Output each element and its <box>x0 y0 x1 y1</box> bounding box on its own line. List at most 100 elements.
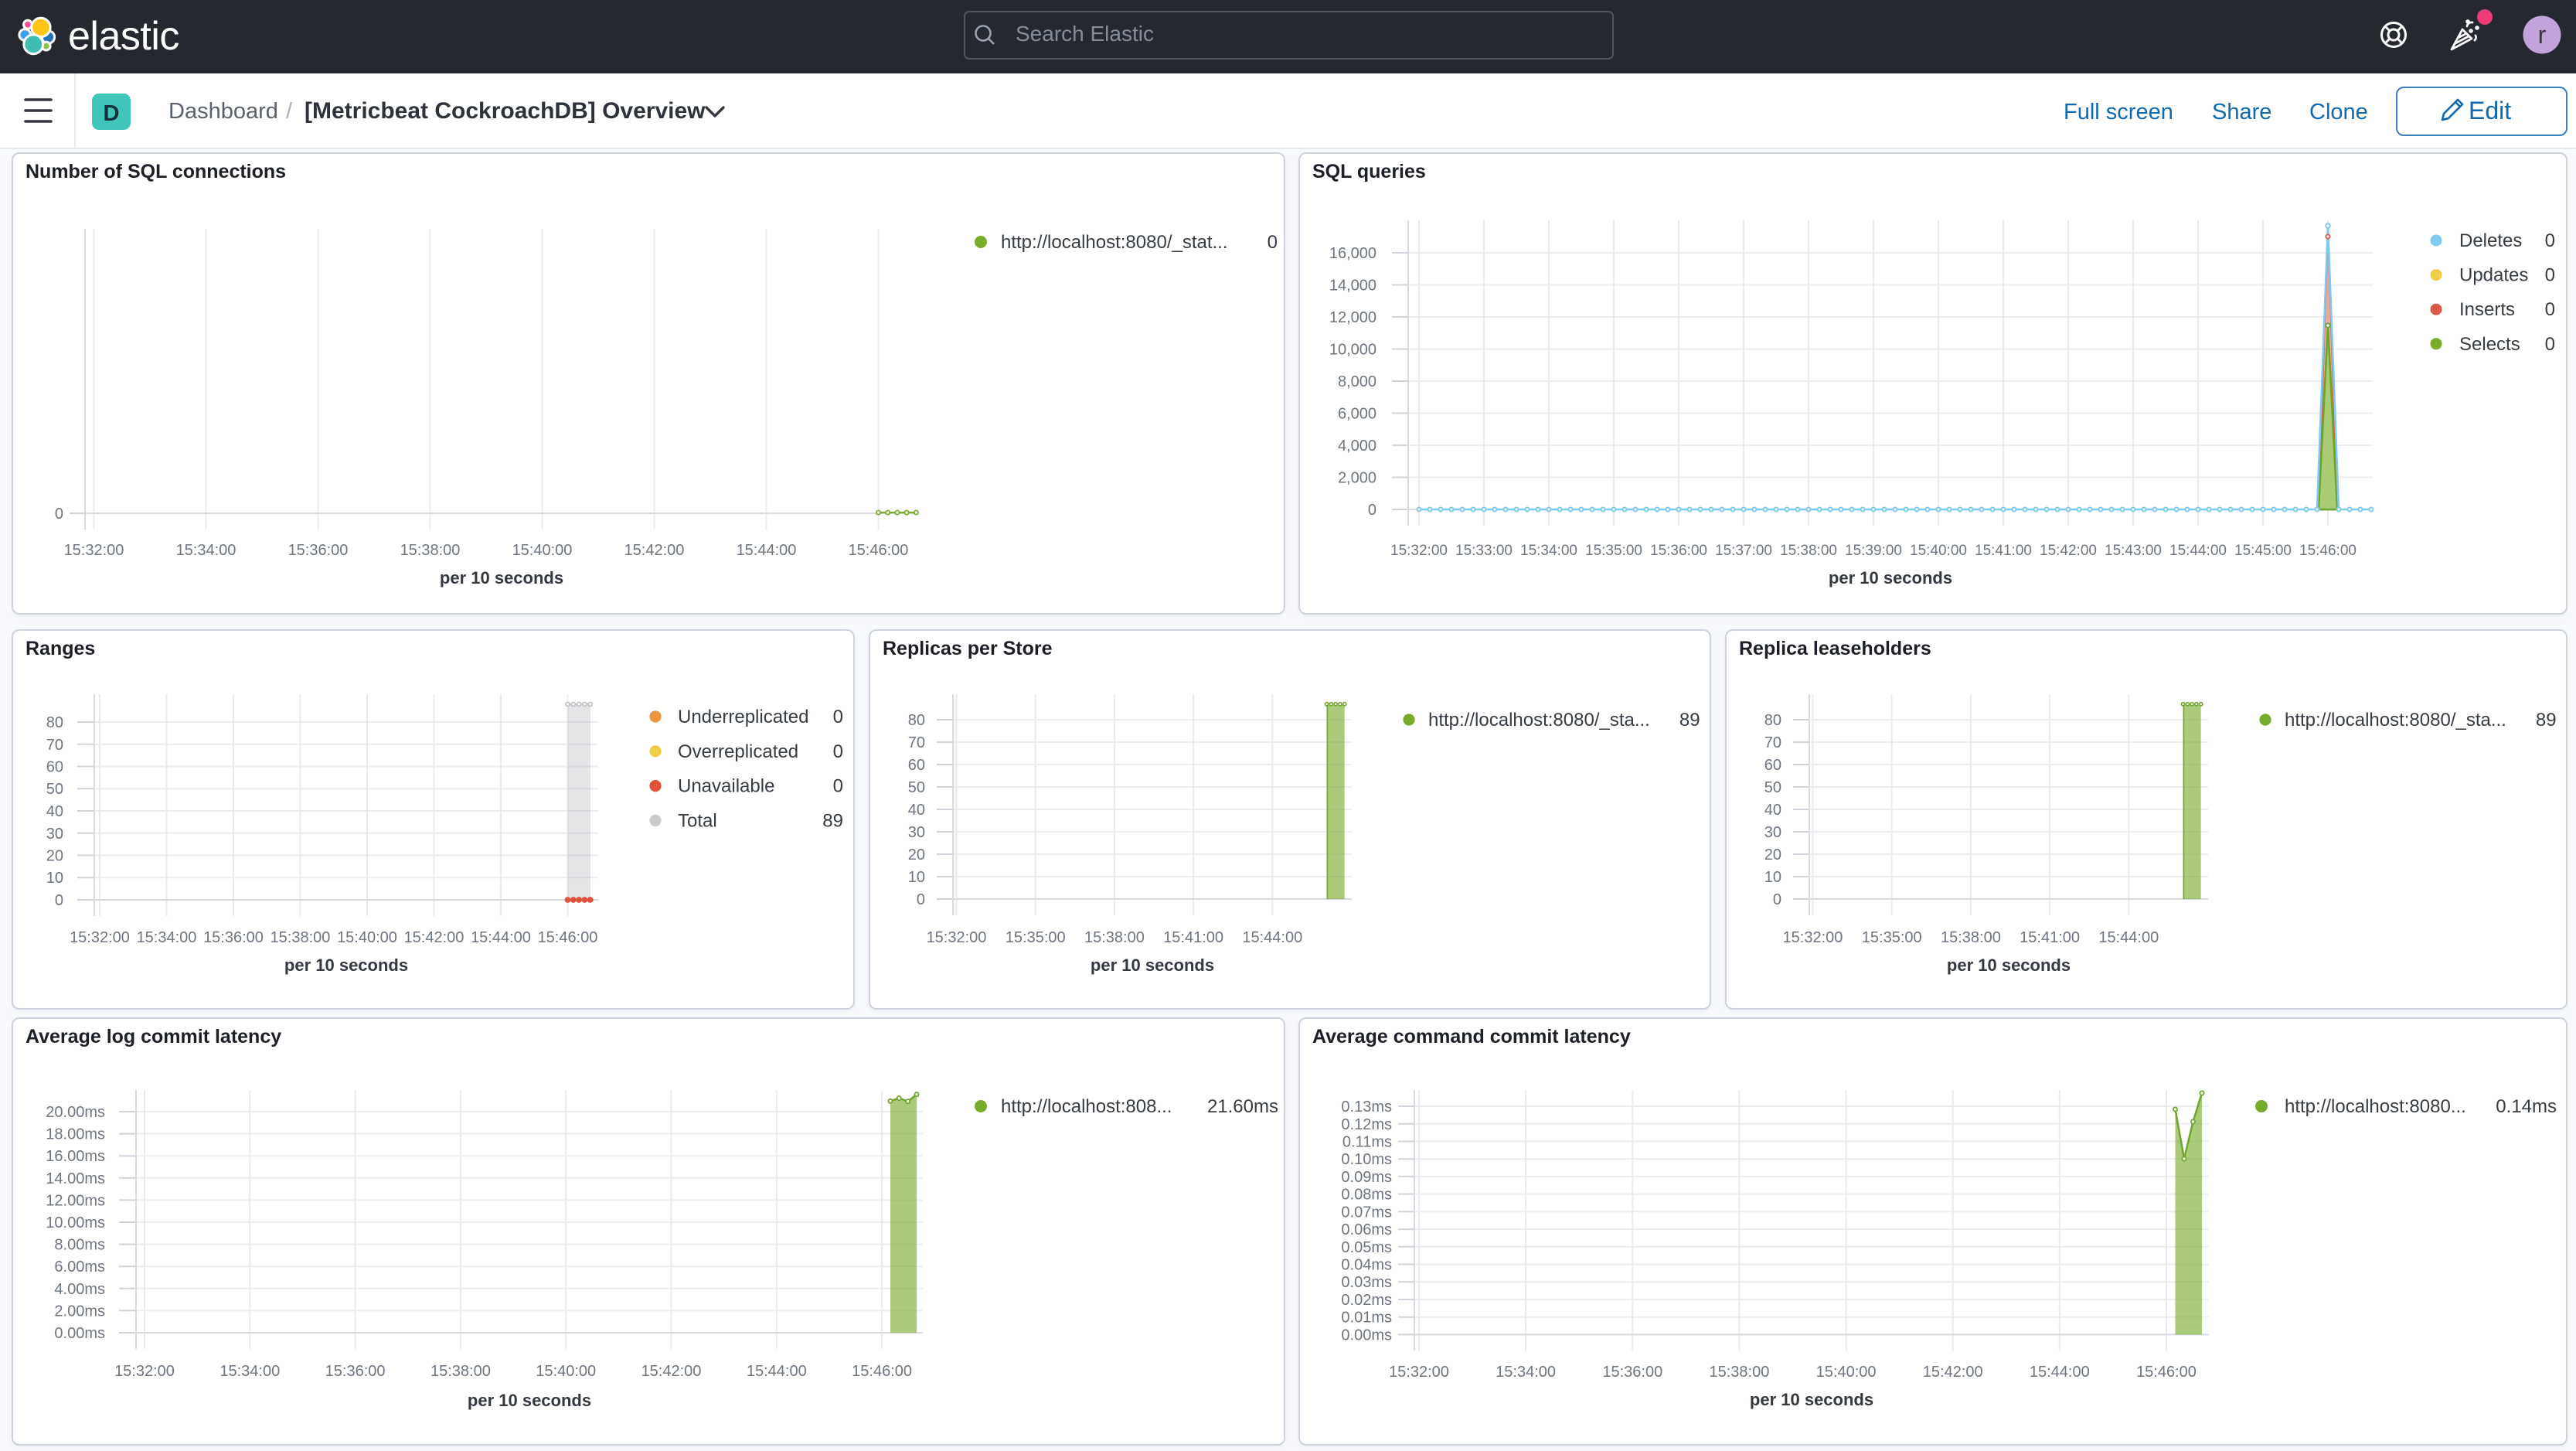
svg-text:0: 0 <box>917 891 925 908</box>
svg-text:0: 0 <box>2545 230 2555 251</box>
svg-text:http://localhost:8080/_sta...: http://localhost:8080/_sta... <box>2285 710 2506 731</box>
svg-text:15:40:00: 15:40:00 <box>536 1363 596 1380</box>
svg-text:15:44:00: 15:44:00 <box>471 929 531 946</box>
svg-text:Updates: Updates <box>2459 265 2528 286</box>
svg-text:50: 50 <box>908 779 925 796</box>
svg-text:10: 10 <box>1764 869 1781 886</box>
svg-text:80: 80 <box>46 714 63 731</box>
svg-text:15:42:00: 15:42:00 <box>404 929 464 946</box>
svg-text:15:42:00: 15:42:00 <box>641 1363 702 1380</box>
svg-text:30: 30 <box>1764 824 1781 841</box>
svg-text:0: 0 <box>2545 334 2555 355</box>
svg-text:15:39:00: 15:39:00 <box>1845 543 1902 559</box>
svg-text:15:38:00: 15:38:00 <box>1941 929 2001 946</box>
svg-text:Total: Total <box>678 810 717 831</box>
svg-text:0.08ms: 0.08ms <box>1341 1187 1392 1204</box>
svg-text:http://localhost:8080/_sta...: http://localhost:8080/_sta... <box>1428 710 1650 731</box>
svg-text:4,000: 4,000 <box>1338 438 1376 455</box>
svg-text:0: 0 <box>833 707 843 727</box>
svg-text:15:41:00: 15:41:00 <box>1163 929 1223 946</box>
svg-text:6,000: 6,000 <box>1338 406 1376 423</box>
svg-text:15:33:00: 15:33:00 <box>1455 543 1513 559</box>
svg-text:80: 80 <box>1764 712 1781 729</box>
svg-text:0: 0 <box>1368 502 1376 519</box>
svg-text:15:38:00: 15:38:00 <box>1780 543 1837 559</box>
svg-text:15:38:00: 15:38:00 <box>400 542 461 559</box>
svg-text:0: 0 <box>2545 299 2555 320</box>
svg-text:0.11ms: 0.11ms <box>1342 1134 1392 1151</box>
svg-text:8,000: 8,000 <box>1338 373 1376 390</box>
svg-text:Unavailable: Unavailable <box>678 776 774 797</box>
svg-text:0.10ms: 0.10ms <box>1341 1151 1392 1168</box>
svg-text:15:38:00: 15:38:00 <box>430 1363 491 1380</box>
svg-text:8.00ms: 8.00ms <box>54 1237 105 1254</box>
svg-text:D: D <box>104 101 120 126</box>
svg-text:40: 40 <box>1764 802 1781 819</box>
svg-text:15:40:00: 15:40:00 <box>1910 543 1967 559</box>
svg-text:6.00ms: 6.00ms <box>54 1259 105 1276</box>
svg-text:15:32:00: 15:32:00 <box>114 1363 175 1380</box>
svg-text:21.60ms: 21.60ms <box>1207 1096 1278 1117</box>
svg-text:60: 60 <box>46 759 63 776</box>
svg-text:16.00ms: 16.00ms <box>46 1148 105 1165</box>
svg-text:15:42:00: 15:42:00 <box>624 542 685 559</box>
svg-text:30: 30 <box>908 824 925 841</box>
svg-text:15:46:00: 15:46:00 <box>852 1363 912 1380</box>
svg-text:15:36:00: 15:36:00 <box>1602 1364 1662 1381</box>
svg-text:http://localhost:8080...: http://localhost:8080... <box>2285 1096 2466 1117</box>
svg-text:15:40:00: 15:40:00 <box>1816 1364 1877 1381</box>
svg-text:15:32:00: 15:32:00 <box>927 929 987 946</box>
svg-text:15:32:00: 15:32:00 <box>64 542 124 559</box>
svg-text:15:34:00: 15:34:00 <box>176 542 237 559</box>
svg-text:per 10 seconds: per 10 seconds <box>284 955 408 975</box>
svg-text:40: 40 <box>46 803 63 820</box>
svg-text:60: 60 <box>1764 757 1781 774</box>
svg-text:0.00ms: 0.00ms <box>1341 1327 1392 1344</box>
svg-text:80: 80 <box>908 712 925 729</box>
svg-text:0.14ms: 0.14ms <box>2496 1096 2557 1117</box>
svg-text:15:35:00: 15:35:00 <box>1585 543 1642 559</box>
svg-text:15:34:00: 15:34:00 <box>1520 543 1577 559</box>
svg-text:20: 20 <box>908 846 925 863</box>
svg-text:15:37:00: 15:37:00 <box>1715 543 1772 559</box>
svg-text:15:46:00: 15:46:00 <box>849 542 909 559</box>
svg-text:15:46:00: 15:46:00 <box>538 929 598 946</box>
svg-text:15:34:00: 15:34:00 <box>219 1363 280 1380</box>
svg-text:0.07ms: 0.07ms <box>1341 1204 1392 1221</box>
svg-text:15:42:00: 15:42:00 <box>2040 543 2097 559</box>
svg-text:0.05ms: 0.05ms <box>1341 1239 1392 1256</box>
svg-text:15:44:00: 15:44:00 <box>2030 1364 2090 1381</box>
svg-text:0: 0 <box>55 506 63 523</box>
svg-text:15:36:00: 15:36:00 <box>325 1363 386 1380</box>
svg-text:70: 70 <box>908 734 925 751</box>
svg-text:0: 0 <box>55 892 63 909</box>
svg-text:50: 50 <box>1764 779 1781 796</box>
svg-text:10: 10 <box>908 869 925 886</box>
svg-text:14,000: 14,000 <box>1329 278 1376 295</box>
svg-text:Underreplicated: Underreplicated <box>678 707 808 727</box>
svg-text:15:34:00: 15:34:00 <box>137 929 197 946</box>
svg-text:per 10 seconds: per 10 seconds <box>468 1391 591 1410</box>
svg-text:0.04ms: 0.04ms <box>1341 1257 1392 1274</box>
svg-text:15:34:00: 15:34:00 <box>1496 1364 1556 1381</box>
svg-text:14.00ms: 14.00ms <box>46 1170 105 1187</box>
svg-text:0.02ms: 0.02ms <box>1341 1292 1392 1309</box>
svg-text:15:46:00: 15:46:00 <box>2299 543 2357 559</box>
svg-text:12.00ms: 12.00ms <box>46 1192 105 1209</box>
svg-text:http://localhost:808...: http://localhost:808... <box>1001 1096 1172 1117</box>
svg-text:0: 0 <box>833 776 843 797</box>
svg-text:60: 60 <box>908 757 925 774</box>
svg-text:70: 70 <box>1764 734 1781 751</box>
svg-text:0.01ms: 0.01ms <box>1341 1310 1392 1327</box>
svg-text:10: 10 <box>46 870 63 887</box>
svg-text:per 10 seconds: per 10 seconds <box>1750 1390 1873 1409</box>
svg-text:per 10 seconds: per 10 seconds <box>440 568 563 588</box>
svg-text:89: 89 <box>1679 710 1700 731</box>
svg-text:15:38:00: 15:38:00 <box>1709 1364 1769 1381</box>
svg-text:0.09ms: 0.09ms <box>1341 1169 1392 1186</box>
svg-text:89: 89 <box>2536 710 2557 731</box>
svg-text:Inserts: Inserts <box>2459 299 2515 320</box>
svg-text:15:41:00: 15:41:00 <box>1975 543 2032 559</box>
svg-text:10.00ms: 10.00ms <box>46 1214 105 1231</box>
svg-text:15:32:00: 15:32:00 <box>1783 929 1843 946</box>
